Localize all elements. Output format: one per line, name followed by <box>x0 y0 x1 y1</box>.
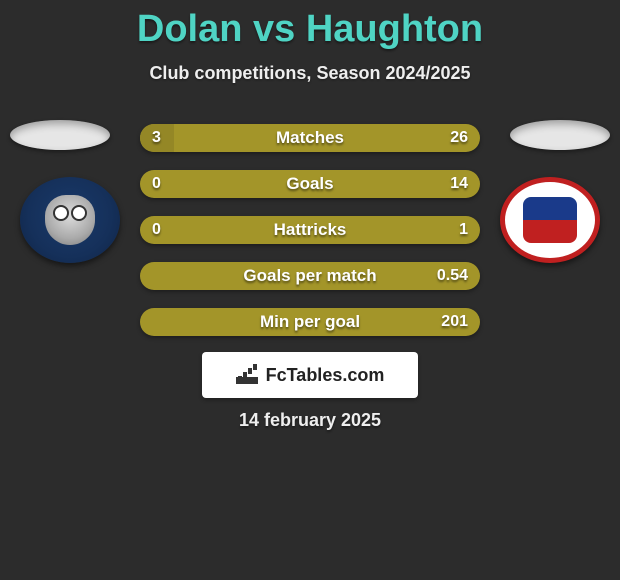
brand-text: FcTables.com <box>266 365 385 386</box>
stat-bar-hattricks: 0 Hattricks 1 <box>140 216 480 244</box>
stat-right-value: 201 <box>441 313 468 331</box>
player-slot-left <box>10 120 110 150</box>
chart-icon <box>236 366 258 384</box>
comparison-title: Dolan vs Haughton <box>0 0 620 51</box>
stat-bar-goals-per-match: Goals per match 0.54 <box>140 262 480 290</box>
player-slot-right <box>510 120 610 150</box>
stat-left-value: 3 <box>152 129 161 147</box>
owl-icon <box>45 195 95 245</box>
crest-right <box>500 177 600 263</box>
date-label: 14 february 2025 <box>0 410 620 431</box>
stat-left-value: 0 <box>152 175 161 193</box>
brand-box: FcTables.com <box>202 352 418 398</box>
stat-bar-min-per-goal: Min per goal 201 <box>140 308 480 336</box>
stat-right-value: 26 <box>450 129 468 147</box>
stat-label: Goals per match <box>140 266 480 286</box>
stat-right-value: 14 <box>450 175 468 193</box>
stat-label: Min per goal <box>140 312 480 332</box>
stat-label: Goals <box>140 174 480 194</box>
stat-bar-matches: 3 Matches 26 <box>140 124 480 152</box>
crest-left <box>20 177 120 263</box>
stat-bar-goals: 0 Goals 14 <box>140 170 480 198</box>
fylde-shield-icon <box>523 197 577 243</box>
stat-bars: 3 Matches 26 0 Goals 14 0 Hattricks 1 Go… <box>140 124 480 354</box>
stat-right-value: 0.54 <box>437 267 468 285</box>
stat-right-value: 1 <box>459 221 468 239</box>
stat-label: Hattricks <box>140 220 480 240</box>
stat-left-value: 0 <box>152 221 161 239</box>
season-subtitle: Club competitions, Season 2024/2025 <box>0 63 620 84</box>
stat-label: Matches <box>140 128 480 148</box>
